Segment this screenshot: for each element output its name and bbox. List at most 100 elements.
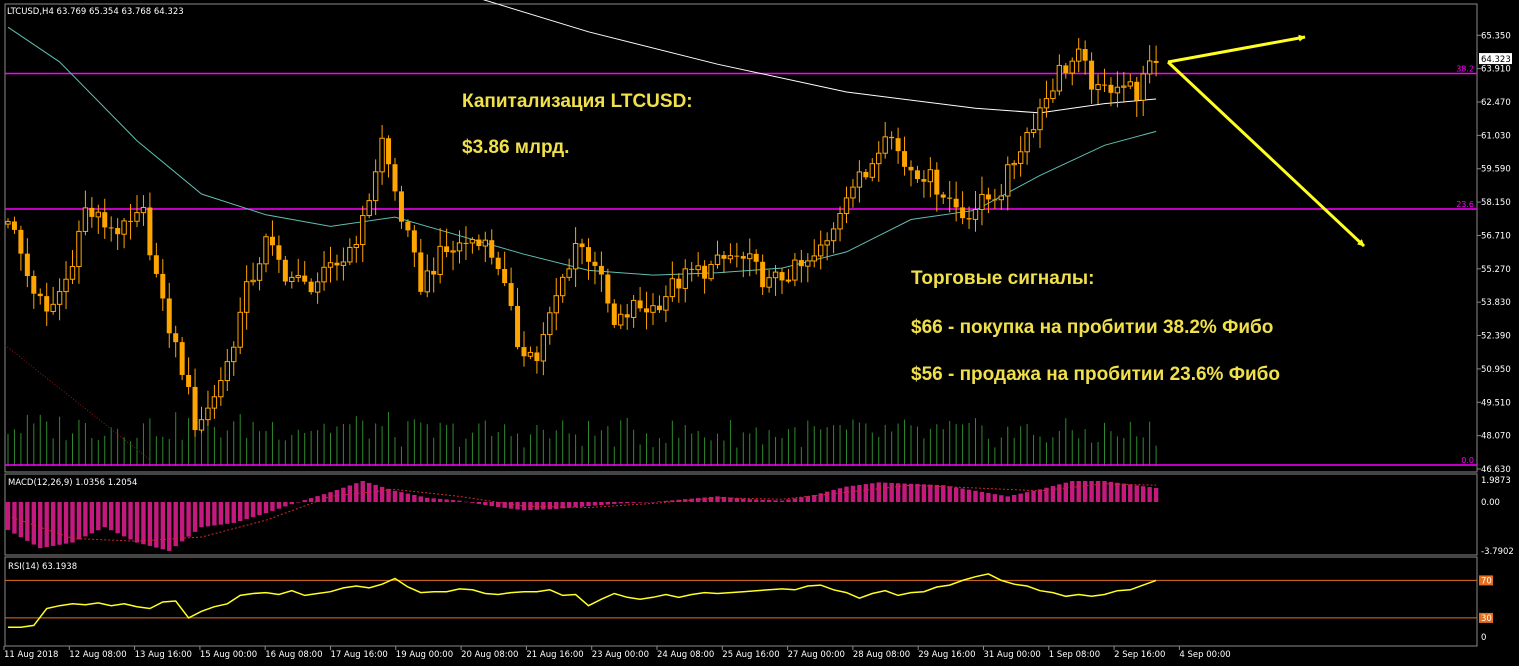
macd-histogram-bar (747, 499, 752, 502)
price-tick-label: 58.150 (1481, 198, 1511, 208)
candle-body-up (682, 268, 688, 289)
macd-histogram-bar (960, 488, 965, 502)
macd-histogram-bar (689, 498, 694, 502)
candle-body-down (953, 198, 959, 208)
macd-histogram-bar (1044, 487, 1049, 502)
candle-body-up (553, 295, 559, 314)
macd-histogram-bar (605, 501, 611, 505)
macd-histogram-bar (1102, 480, 1107, 502)
macd-histogram-bar (212, 501, 217, 526)
candle-body-up (1069, 60, 1075, 74)
candle-body-up (379, 137, 385, 173)
candle-body-up (1043, 98, 1050, 109)
candle-body-up (785, 279, 792, 282)
macd-histogram-bar (496, 501, 501, 508)
candle-body-up (321, 266, 327, 283)
moving-average-slow (482, 0, 1157, 114)
macd-histogram-bar (844, 486, 849, 502)
macd-histogram-bar (386, 488, 391, 502)
macd-histogram-bar (1115, 482, 1120, 502)
macd-histogram-bar (57, 501, 62, 545)
price-tick-label: 52.390 (1481, 332, 1511, 342)
macd-histogram-bar (1095, 480, 1101, 502)
macd-histogram-bar (805, 496, 810, 502)
macd-histogram-bar (1037, 489, 1043, 502)
macd-histogram-bar (128, 501, 133, 540)
candle-body-up (824, 240, 830, 246)
macd-histogram-bar (257, 501, 262, 516)
signal-sell: $56 - продажа на пробитии 23.6% Фибо (911, 364, 1280, 385)
candle-body-up (972, 209, 979, 220)
candle-body-down (1134, 81, 1140, 101)
candle-body-down (31, 276, 37, 294)
macd-histogram-bar (1141, 486, 1146, 502)
rsi-level-box (1479, 575, 1493, 586)
macd-histogram-bar (915, 484, 920, 502)
rsi-indicator (5, 573, 1477, 629)
macd-histogram-bar (708, 496, 714, 502)
macd-histogram-bar (766, 500, 772, 502)
candle-body-down (779, 272, 785, 281)
time-tick-label: 24 Aug 08:00 (657, 650, 714, 660)
candle-body-down (308, 281, 314, 293)
time-tick-label: 17 Aug 16:00 (331, 650, 388, 660)
macd-histogram-bar (186, 501, 191, 537)
macd-histogram-bar (947, 486, 952, 502)
fibonacci-levels: 38.2 23.6 0.0 (5, 65, 1477, 466)
macd-histogram-bar (818, 493, 823, 502)
macd-histogram-bar (786, 499, 791, 502)
macd-histogram-bar (321, 494, 327, 502)
candle-body-down (411, 230, 417, 253)
candle-body-down (985, 194, 991, 200)
macd-histogram-bar (979, 491, 985, 502)
macd-histogram-bar (1128, 484, 1133, 502)
macd-histogram-bar (263, 501, 269, 514)
candle-body-up (998, 195, 1004, 201)
candle-body-down (992, 199, 998, 201)
candle-body-down (947, 197, 953, 199)
candle-body-down (1102, 84, 1107, 86)
candle-body-down (392, 164, 398, 192)
macd-histogram-bar (728, 497, 733, 502)
macd-histogram-bar (547, 501, 552, 510)
macd-histogram-bar (1070, 480, 1075, 502)
macd-histogram-bar (741, 498, 746, 502)
candle-body-down (702, 265, 708, 279)
candle-body-up (547, 312, 553, 336)
macd-histogram-bar (773, 500, 778, 502)
current-price-box (1479, 53, 1512, 65)
price-tick-label: 63.910 (1481, 65, 1511, 75)
price-tick-label: 48.070 (1481, 432, 1511, 442)
macd-histogram-bar (895, 483, 901, 502)
candle-body-up (650, 305, 656, 313)
candle-body-up (295, 275, 301, 278)
candle-body-up (618, 313, 624, 326)
candle-body-up (289, 276, 295, 283)
candle-body-down (656, 305, 662, 311)
signals-title: Торговые сигналы: (911, 268, 1095, 289)
macd-histogram-bar (470, 501, 475, 503)
rsi-panel-frame (4, 556, 1478, 647)
candle-body-up (876, 152, 882, 165)
time-tick-label: 12 Aug 08:00 (69, 650, 126, 660)
candle-body-up (263, 236, 269, 265)
candle-body-up (927, 169, 934, 183)
candle-body-up (1030, 129, 1037, 133)
candle-body-up (56, 291, 63, 305)
macd-histogram-bar (760, 499, 765, 502)
macd-histogram-bar (121, 501, 127, 537)
macd-histogram-bar (483, 501, 488, 506)
macd-histogram-bar (973, 490, 978, 502)
candle-body-up (772, 271, 779, 279)
macd-histogram-bar (999, 495, 1004, 502)
time-tick-label: 23 Aug 00:00 (592, 650, 649, 660)
macd-histogram-bar (205, 501, 211, 527)
candle-body-down (863, 171, 869, 178)
macd-histogram-bar (96, 501, 101, 531)
macd-histogram-bar (238, 501, 243, 522)
macd-histogram-bar (966, 489, 972, 502)
candle-body-up (5, 220, 11, 225)
macd-tick-label: 0.00 (1481, 498, 1500, 508)
candle-body-down (276, 245, 282, 260)
macd-histogram-bar (334, 489, 340, 502)
